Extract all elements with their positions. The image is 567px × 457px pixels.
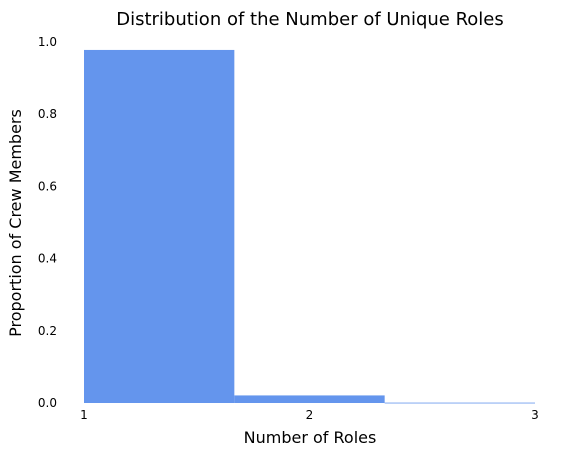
y-tick-label: 1.0 xyxy=(38,35,57,49)
x-axis-ticks: 1 2 3 xyxy=(80,408,539,422)
bars-group xyxy=(84,49,535,404)
histogram-bar-2 xyxy=(234,395,385,403)
y-tick-label: 0.0 xyxy=(38,396,57,410)
y-axis-label: Proportion of Crew Members xyxy=(6,109,25,337)
x-axis-label: Number of Roles xyxy=(244,428,377,447)
chart-title: Distribution of the Number of Unique Rol… xyxy=(116,9,504,30)
y-tick-label: 0.6 xyxy=(38,179,57,193)
x-tick-label: 1 xyxy=(80,408,88,422)
histogram-bar-3 xyxy=(384,402,535,404)
y-tick-label: 0.4 xyxy=(38,252,57,266)
y-tick-label: 0.2 xyxy=(38,324,57,338)
x-tick-label: 3 xyxy=(531,408,539,422)
histogram-bar-1 xyxy=(84,49,235,403)
y-tick-label: 0.8 xyxy=(38,107,57,121)
x-tick-label: 2 xyxy=(306,408,314,422)
y-axis-ticks: 0.0 0.2 0.4 0.6 0.8 1.0 xyxy=(38,35,57,410)
